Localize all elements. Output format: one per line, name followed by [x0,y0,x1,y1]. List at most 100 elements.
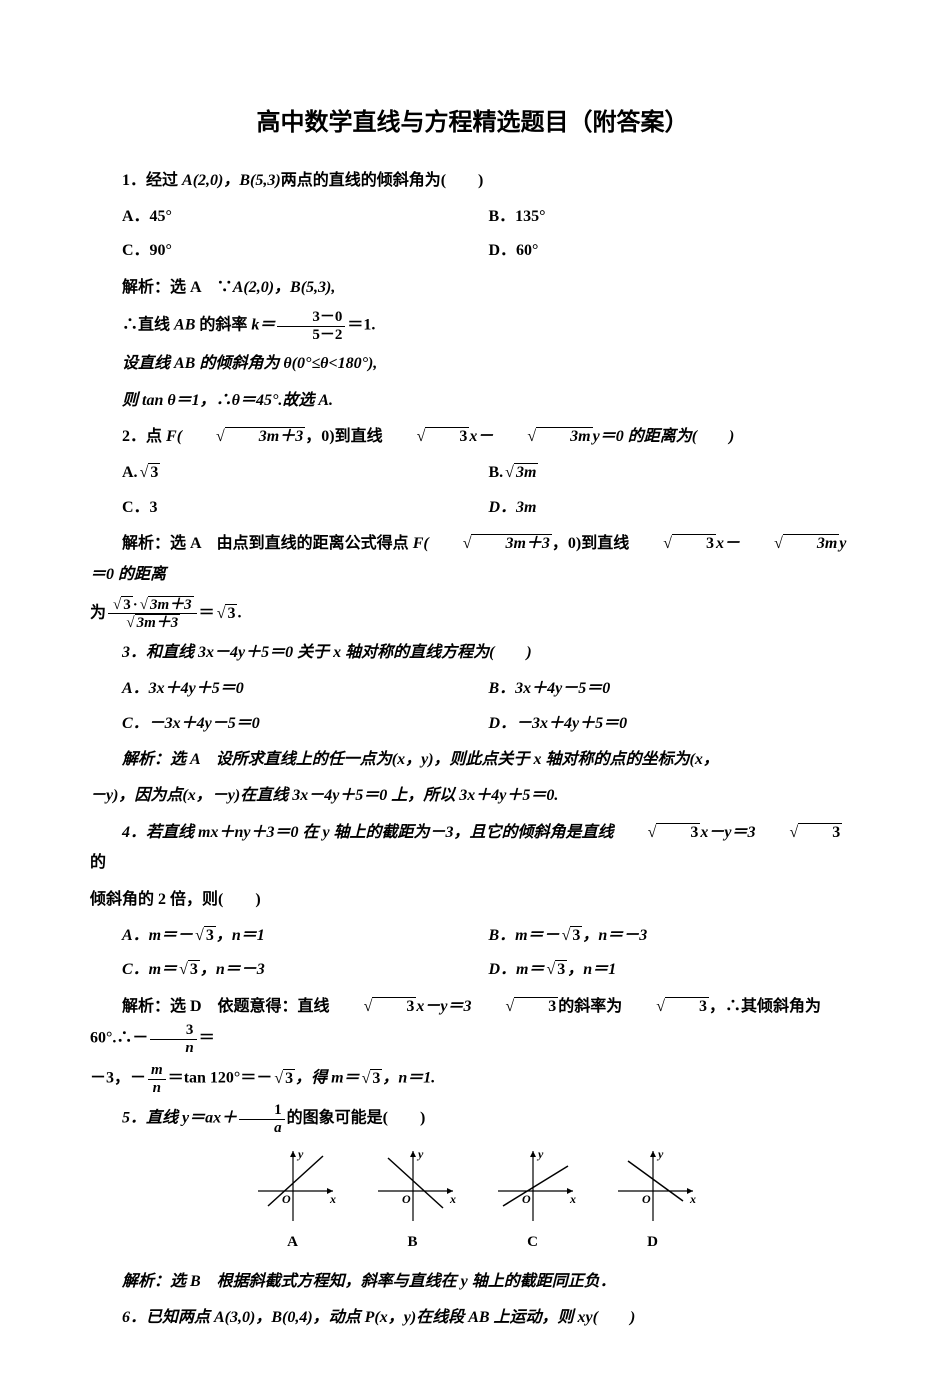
q4-options-row1: A．m＝－3，n＝1 B．m＝－3，n＝－3 [122,921,855,951]
q5-sol: 解析：选 B 根据斜截式方程知，斜率与直线在 y 轴上的截距同正负． [90,1267,855,1297]
q3-opt-c: C．－3x＋4y－5＝0 [122,709,489,739]
q2-frac-num: 3·3m＋3 [108,596,197,615]
q2-stem: 2．点 F(3m＋3，0)到直线3x－3my＝0 的距离为( ) [90,422,855,452]
q4-sol-line2: －3，－mn＝tan 120°＝－3，得 m＝3，n＝1. [90,1062,855,1096]
q1-points: A(2,0)，B(5,3) [182,172,281,189]
svg-text:y: y [656,1147,664,1161]
q2-sol-line1: 解析：选 A 由点到直线的距离公式得点 F(3m＋3，0)到直线3x－3my＝0… [90,529,855,590]
q2-sol-sqrt3: 3m [740,529,839,559]
q5-frac: 1a [239,1102,285,1136]
q2-sol-F: F( [413,535,429,552]
q1-sol-line2: ∴直线 AB 的斜率 k＝3－05－2＝1. [90,309,855,343]
q1-stem: 1．经过 A(2,0)，B(5,3)两点的直线的倾斜角为( ) [90,166,855,196]
q3-opt-b: B．3x＋4y－5＝0 [489,674,856,704]
svg-text:y: y [416,1147,424,1161]
q2-x-minus: x－ [469,428,493,445]
q2-opt-c: C．3 [122,493,489,523]
q2-F: F( [166,428,182,445]
svg-text:y: y [536,1147,544,1161]
q1-options-row2: C．90° D．60° [122,236,855,266]
q1-frac: 3－05－2 [277,309,345,343]
q3-opt-a: A．3x＋4y＋5＝0 [122,674,489,704]
q5-stem: 5．直线 y＝ax＋1a的图象可能是( ) [90,1102,855,1136]
q2-res-sqrt: 3 [215,599,238,629]
q1-frac-den: 5－2 [277,327,345,344]
q3-stem: 3．和直线 3x－4y＋5＝0 关于 x 轴对称的直线方程为( ) [90,638,855,668]
svg-text:O: O [642,1192,651,1206]
q5-label-a: A [248,1228,338,1257]
q2-rad2: 3 [425,427,469,446]
q2-sqrt3: 3m [493,422,592,452]
q4-opt-d: D．m＝3，n＝1 [489,955,856,985]
q6-stem: 6．已知两点 A(3,0)，B(0,4)，动点 P(x，y)在线段 AB 上运动… [90,1303,855,1333]
q2-frac-den: 3m＋3 [108,614,197,632]
svg-text:x: x [689,1192,696,1206]
q5-graph-b: x y O B [368,1146,458,1257]
q2-sol-sqrt2: 3 [629,529,716,559]
svg-text:x: x [329,1192,336,1206]
q5-graph-d-svg: x y O [608,1146,698,1226]
svg-text:y: y [296,1147,304,1161]
q2-F-post: ，0)到直线 [305,428,382,445]
q5-graph-c-svg: x y O [488,1146,578,1226]
q2-opt-b: B.3m [489,458,856,488]
q1-sol-line3: 设直线 AB 的倾斜角为 θ(0°≤θ<180°), [90,349,855,379]
q2-y-eq0: y＝0 的距离为( ) [593,428,735,445]
q3-sol-line1: 解析：选 A 设所求直线上的任一点为(x，y)，则此点关于 x 轴对称的点的坐标… [90,745,855,775]
q5-graph-c: x y O C [488,1146,578,1257]
q1-frac-num: 3－0 [277,309,345,327]
q4-stem-line1: 4．若直线 mx＋ny＋3＝0 在 y 轴上的截距为－3，且它的倾斜角是直线3x… [90,818,855,879]
q2-sol-line2: 为3·3m＋33m＋3＝3. [90,596,855,632]
q4-sqrt-a: 3 [614,818,701,848]
q4-stem-post: 的 [90,854,106,871]
q1-opt-a: A．45° [122,202,489,232]
q2-opt-a: A.3 [122,458,489,488]
q3-opt-d: D．－3x＋4y＋5＝0 [489,709,856,739]
q5-label-d: D [608,1228,698,1257]
q1-sol2-mid: 的斜率 [195,317,251,334]
q2-rad1: 3m＋3 [225,427,305,446]
q5-stem-post: 的图象可能是( ) [287,1110,426,1127]
q2-sqrt1: 3m＋3 [182,422,305,452]
q1-stem-pre: 1．经过 [122,172,182,189]
q1-stem-post: 两点的直线的倾斜角为( ) [281,172,484,189]
q5-stem-pre: 5．直线 y＝ax＋ [122,1110,237,1127]
svg-text:O: O [282,1192,291,1206]
q2-big-frac: 3·3m＋33m＋3 [108,596,197,632]
q2-opt-d: D．3m [489,493,856,523]
q1-sol-line4: 则 tan θ＝1，∴θ＝45°.故选 A. [90,386,855,416]
svg-text:O: O [402,1192,411,1206]
q2-sqrt2: 3 [383,422,470,452]
page-title: 高中数学直线与方程精选题目（附答案） [90,100,855,146]
q1-sol1-pts: A(2,0)，B(5,3), [233,279,336,296]
q2-dot: . [237,605,241,622]
q4-sol-line1: 解析：选 D 依题意得：直线3x－y＝33的斜率为3，∴其倾斜角为 60°.∴－… [90,992,855,1056]
q1-sol-line1: 解析：选 A ∵A(2,0)，B(5,3), [90,273,855,303]
q4-mid: x－y＝3 [700,824,755,841]
q1-sol2-post: ＝1. [347,317,375,334]
q1-opt-c: C．90° [122,236,489,266]
q4-stem-pre: 4．若直线 mx＋ny＋3＝0 在 y 轴上的截距为－3，且它的倾斜角是直线 [122,824,614,841]
q2-rad3: 3m [536,427,592,446]
q1-sol4: 则 tan θ＝1，∴θ＝45°.故选 A. [122,392,333,409]
q2-sol-wei: 为 [90,605,106,622]
q4-options-row2: C．m＝3，n＝－3 D．m＝3，n＝1 [122,955,855,985]
q1-sol2-ab: AB [174,317,195,334]
q5-graph-a: x y O A [248,1146,338,1257]
q5-label-c: C [488,1228,578,1257]
q1-opt-b: B．135° [489,202,856,232]
q1-sol2-k: k＝ [251,317,275,334]
q4-stem-line2: 倾斜角的 2 倍，则( ) [90,885,855,915]
q3-sol-line2: －y)，因为点(x，－y)在直线 3x－4y＋5＝0 上，所以 3x＋4y＋5＝… [90,781,855,811]
q5-graphs: x y O A x y O B [90,1146,855,1257]
q5-label-b: B [368,1228,458,1257]
svg-text:x: x [449,1192,456,1206]
q3-options-row2: C．－3x＋4y－5＝0 D．－3x＋4y＋5＝0 [122,709,855,739]
svg-text:x: x [569,1192,576,1206]
q5-graph-b-svg: x y O [368,1146,458,1226]
q1-opt-d: D．60° [489,236,856,266]
q4-opt-a: A．m＝－3，n＝1 [122,921,489,951]
q2-options-row2: C．3 D．3m [122,493,855,523]
q5-graph-d: x y O D [608,1146,698,1257]
q2-options-row1: A.3 B.3m [122,458,855,488]
